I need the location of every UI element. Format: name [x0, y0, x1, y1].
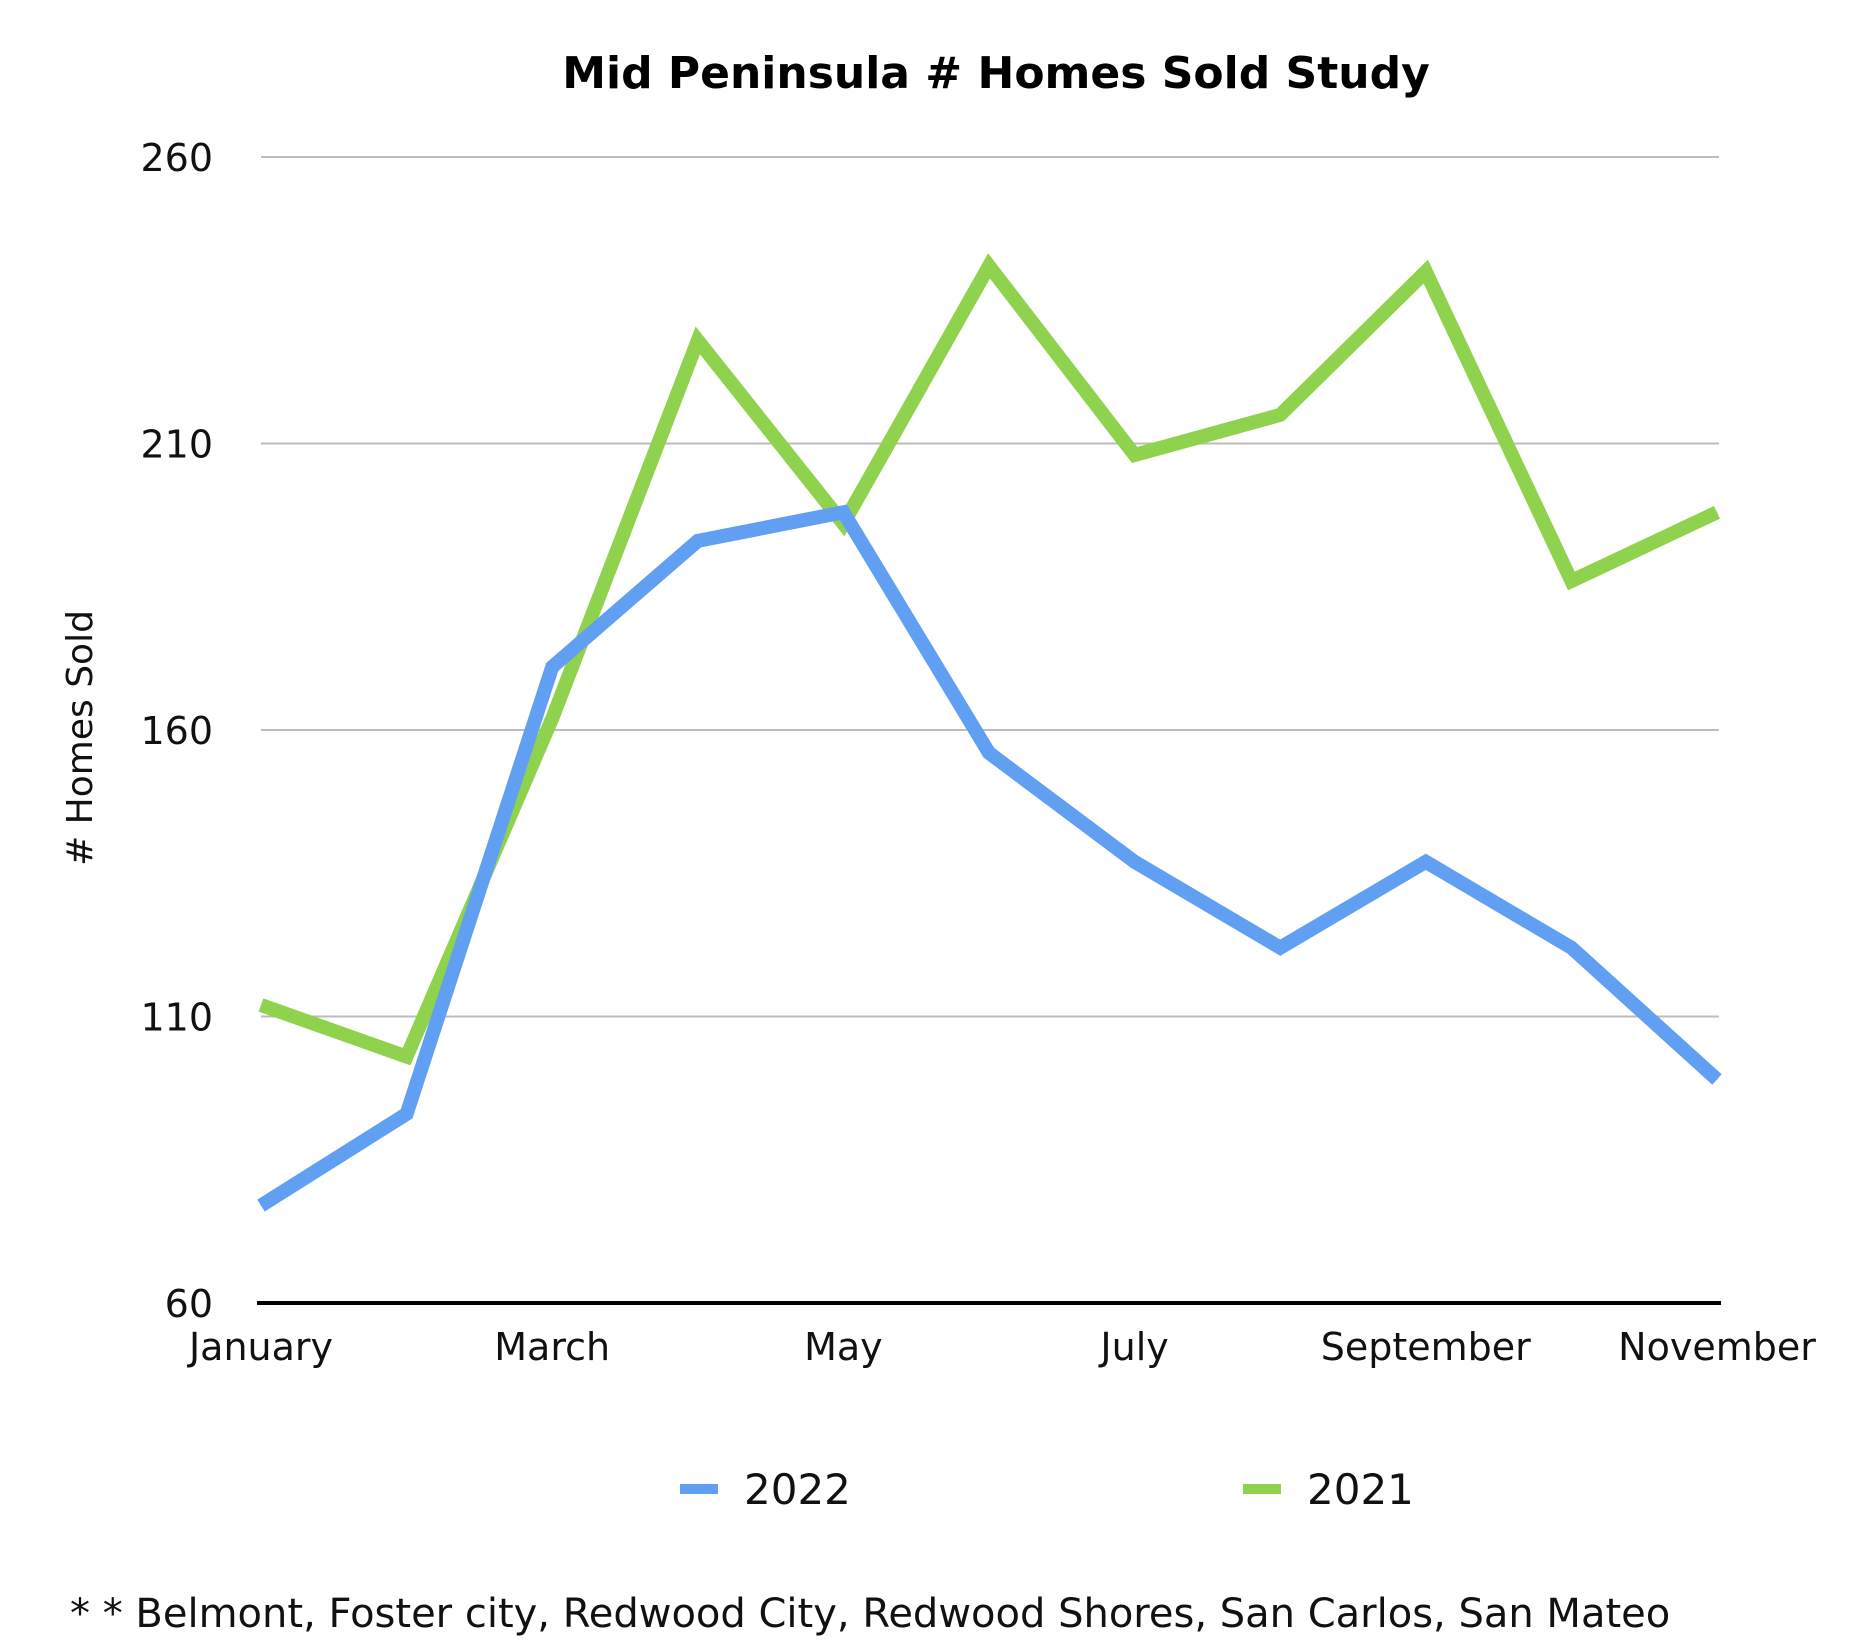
- data-point-2021: [260, 1004, 262, 1006]
- y-tick-label: 210: [140, 423, 213, 467]
- y-tick-label: 160: [140, 709, 213, 753]
- x-tick-label: September: [1321, 1325, 1531, 1369]
- x-tick-label: March: [494, 1325, 610, 1369]
- data-point-2022: [697, 540, 699, 542]
- y-tick-label: 110: [140, 996, 213, 1040]
- gridlines: [261, 156, 1719, 1018]
- y-axis-title: # Homes Sold: [60, 610, 101, 866]
- data-point-2021: [1279, 414, 1281, 416]
- series-line-2022: [257, 504, 1722, 1212]
- data-point-2022: [260, 1205, 262, 1207]
- footnote: * * Belmont, Foster city, Redwood City, …: [70, 1591, 1670, 1637]
- data-point-2021: [1134, 454, 1136, 456]
- x-tick-label: July: [1098, 1325, 1168, 1369]
- data-point-2021: [551, 718, 553, 720]
- data-point-2022: [1570, 947, 1572, 949]
- data-point-2022: [1716, 1079, 1718, 1081]
- data-point-2021: [1425, 271, 1427, 273]
- data-point-2021: [406, 1056, 408, 1058]
- y-tick-label: 260: [140, 136, 213, 180]
- y-tick-labels: 60 110 160 210 260: [140, 136, 213, 1326]
- x-tick-label: May: [804, 1325, 883, 1369]
- legend-label-2021: 2021: [1307, 1465, 1414, 1514]
- data-point-2021: [697, 339, 699, 341]
- data-point-2022: [406, 1113, 408, 1115]
- data-point-2022: [1425, 861, 1427, 863]
- data-point-2021: [1570, 580, 1572, 582]
- data-point-2022: [551, 666, 553, 668]
- data-point-2022: [1134, 861, 1136, 863]
- chart-title: Mid Peninsula # Homes Sold Study: [562, 48, 1430, 99]
- data-point-2022: [842, 511, 844, 513]
- data-point-2022: [1279, 947, 1281, 949]
- x-tick-label: January: [187, 1325, 333, 1369]
- data-point-2022: [988, 752, 990, 754]
- x-tick-labels: January March May July September November: [187, 1325, 1816, 1369]
- data-point-2021: [988, 265, 990, 267]
- series-line-2021: [258, 253, 1720, 1066]
- data-point-2021: [1716, 511, 1718, 513]
- y-tick-label: 60: [165, 1282, 213, 1326]
- x-tick-label: November: [1618, 1325, 1816, 1369]
- series-lines: [257, 253, 1722, 1212]
- legend: 2022 2021: [680, 1465, 1414, 1514]
- legend-label-2022: 2022: [744, 1465, 851, 1514]
